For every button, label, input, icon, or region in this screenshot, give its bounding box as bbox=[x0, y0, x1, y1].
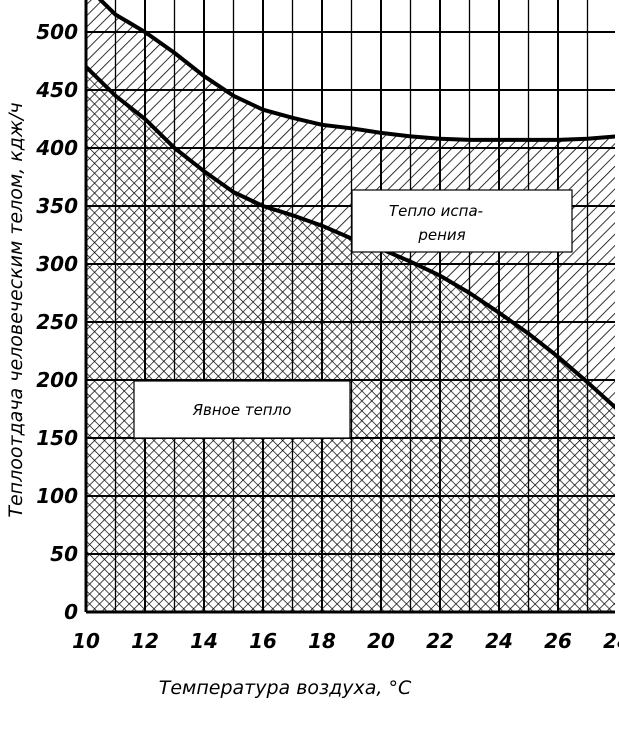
x-tick-label: 22 bbox=[426, 629, 454, 653]
y-tick-label: 50 bbox=[50, 542, 78, 566]
y-tick-label: 500 bbox=[36, 20, 78, 44]
sensible-heat-label-box: Явное тепло bbox=[133, 380, 351, 439]
y-tick-label: 200 bbox=[36, 368, 78, 392]
sensible-heat-curve bbox=[85, 65, 615, 410]
x-tick-label: 14 bbox=[190, 629, 218, 653]
x-axis-title: Температура воздуха, °C bbox=[159, 677, 412, 699]
x-tick-label: 16 bbox=[249, 629, 277, 653]
y-tick-label: 100 bbox=[36, 484, 78, 508]
x-tick-labels: 101214161820222426283032 bbox=[72, 629, 619, 653]
x-tick-label: 24 bbox=[485, 629, 513, 653]
y-tick-label: 450 bbox=[35, 78, 78, 102]
y-axis-title: Теплоотдача человеческим телом, кдж/ч bbox=[5, 102, 27, 517]
x-tick-label: 20 bbox=[367, 629, 395, 653]
y-tick-label: 400 bbox=[35, 136, 78, 160]
plot-area bbox=[85, 0, 615, 612]
y-tick-label: 150 bbox=[36, 426, 78, 450]
x-tick-label: 28 bbox=[603, 629, 619, 653]
x-tick-label: 18 bbox=[308, 629, 336, 653]
x-tick-label: 10 bbox=[72, 629, 100, 653]
y-tick-label: 250 bbox=[36, 310, 78, 334]
y-tick-label: 350 bbox=[36, 194, 78, 218]
evaporation-heat-label-line-1: Тепло испа- bbox=[389, 202, 483, 220]
x-tick-label: 26 bbox=[544, 629, 572, 653]
axes bbox=[84, 0, 615, 614]
y-tick-label: 0 bbox=[64, 600, 78, 624]
evaporation-heat-label-box: Тепло испа- рения bbox=[351, 189, 573, 253]
evaporation-heat-label-line-2: рения bbox=[417, 226, 465, 244]
sensible-heat-label: Явное тепло bbox=[192, 401, 292, 419]
total-heat-curve bbox=[97, 0, 615, 142]
x-tick-label: 12 bbox=[131, 629, 159, 653]
sensible-heat-hatch-b bbox=[86, 66, 615, 612]
y-tick-labels: 0 50 100 150 200 250 300 350 400 450 500 bbox=[35, 20, 78, 624]
y-tick-label: 300 bbox=[36, 252, 78, 276]
evaporation-heat-area bbox=[86, 0, 615, 408]
